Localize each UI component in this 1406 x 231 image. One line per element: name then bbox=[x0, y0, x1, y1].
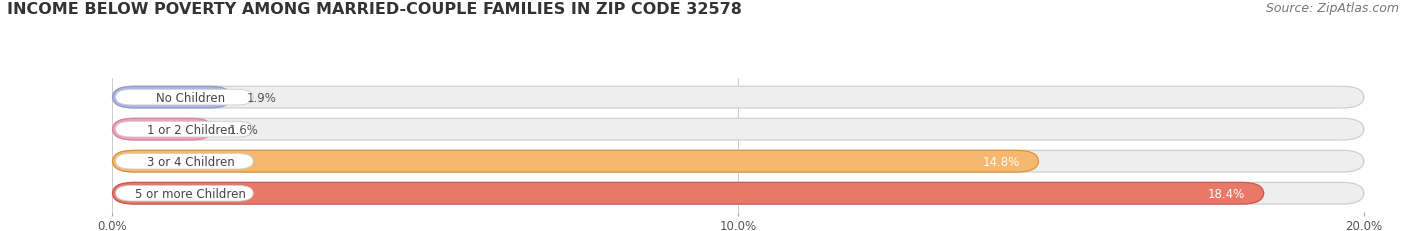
Text: 3 or 4 Children: 3 or 4 Children bbox=[146, 155, 235, 168]
FancyBboxPatch shape bbox=[112, 151, 1039, 172]
Text: 1.9%: 1.9% bbox=[247, 91, 277, 104]
Text: Source: ZipAtlas.com: Source: ZipAtlas.com bbox=[1265, 2, 1399, 15]
FancyBboxPatch shape bbox=[112, 119, 1364, 140]
Text: INCOME BELOW POVERTY AMONG MARRIED-COUPLE FAMILIES IN ZIP CODE 32578: INCOME BELOW POVERTY AMONG MARRIED-COUPL… bbox=[7, 2, 742, 17]
FancyBboxPatch shape bbox=[115, 90, 253, 106]
FancyBboxPatch shape bbox=[115, 154, 253, 169]
FancyBboxPatch shape bbox=[112, 151, 1364, 172]
Text: 1 or 2 Children: 1 or 2 Children bbox=[146, 123, 235, 136]
Text: No Children: No Children bbox=[156, 91, 225, 104]
Text: 1.6%: 1.6% bbox=[228, 123, 259, 136]
FancyBboxPatch shape bbox=[112, 87, 232, 109]
FancyBboxPatch shape bbox=[112, 182, 1264, 204]
FancyBboxPatch shape bbox=[112, 182, 1364, 204]
FancyBboxPatch shape bbox=[115, 185, 253, 201]
Text: 5 or more Children: 5 or more Children bbox=[135, 187, 246, 200]
Text: 14.8%: 14.8% bbox=[983, 155, 1019, 168]
Text: 18.4%: 18.4% bbox=[1208, 187, 1244, 200]
FancyBboxPatch shape bbox=[112, 119, 212, 140]
FancyBboxPatch shape bbox=[112, 87, 1364, 109]
FancyBboxPatch shape bbox=[115, 122, 253, 137]
